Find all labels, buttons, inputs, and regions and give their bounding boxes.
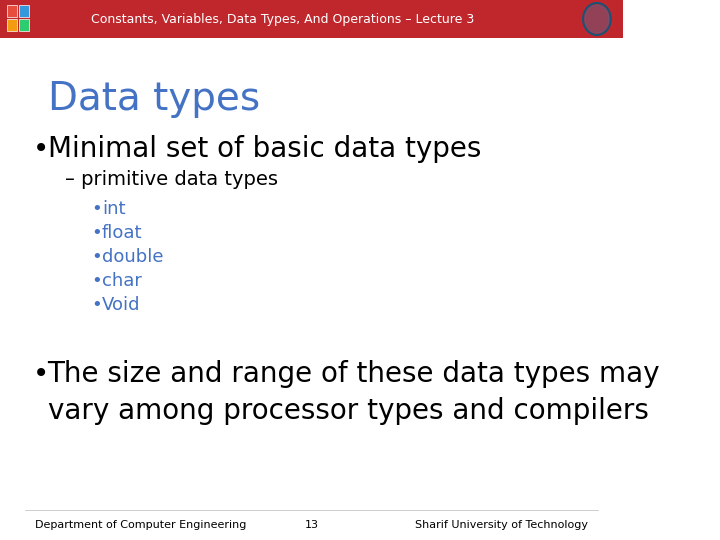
- Text: int: int: [102, 200, 125, 218]
- Text: float: float: [102, 224, 143, 242]
- Text: – primitive data types: – primitive data types: [65, 170, 278, 189]
- Text: •: •: [91, 224, 102, 242]
- Text: double: double: [102, 248, 163, 266]
- Text: •: •: [91, 248, 102, 266]
- FancyBboxPatch shape: [7, 5, 17, 17]
- Text: Sharif University of Technology: Sharif University of Technology: [415, 520, 588, 530]
- Text: •: •: [91, 296, 102, 314]
- Text: •: •: [91, 272, 102, 290]
- FancyBboxPatch shape: [0, 0, 623, 38]
- Text: •: •: [91, 200, 102, 218]
- Circle shape: [585, 5, 609, 33]
- FancyBboxPatch shape: [19, 19, 30, 31]
- FancyBboxPatch shape: [19, 5, 30, 17]
- Text: Minimal set of basic data types: Minimal set of basic data types: [48, 135, 481, 163]
- Text: 13: 13: [305, 520, 318, 530]
- Text: char: char: [102, 272, 142, 290]
- Text: The size and range of these data types may
vary among processor types and compil: The size and range of these data types m…: [48, 360, 660, 425]
- Text: Void: Void: [102, 296, 140, 314]
- Text: Data types: Data types: [48, 80, 260, 118]
- Text: •: •: [33, 135, 49, 163]
- FancyBboxPatch shape: [7, 19, 17, 31]
- Text: •: •: [33, 360, 49, 388]
- Text: Department of Computer Engineering: Department of Computer Engineering: [35, 520, 246, 530]
- Text: Constants, Variables, Data Types, And Operations – Lecture 3: Constants, Variables, Data Types, And Op…: [91, 12, 474, 25]
